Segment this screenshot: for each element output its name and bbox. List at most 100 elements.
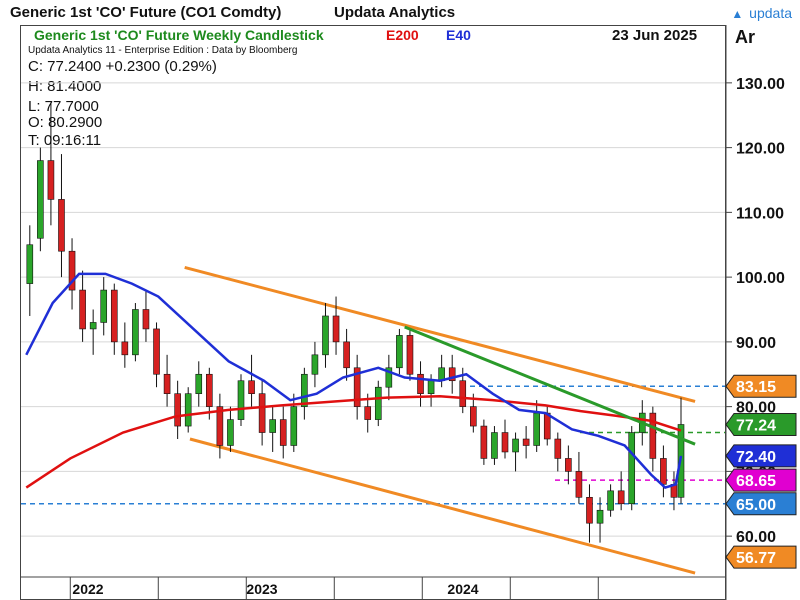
x-tick-label: 2023	[246, 581, 277, 597]
candle-body	[100, 289, 108, 323]
candle-body	[565, 458, 572, 472]
candle-body	[237, 380, 245, 420]
candle-body	[79, 289, 86, 330]
candle-body	[58, 199, 65, 252]
x-tick-label: 2022	[72, 581, 103, 597]
channel-bottom-line	[189, 437, 696, 575]
candle-body	[206, 373, 213, 407]
candle-body	[533, 412, 540, 446]
candle-body	[596, 509, 604, 524]
candle-body	[470, 406, 477, 427]
candle-body	[543, 412, 551, 440]
candle-body	[279, 419, 287, 446]
candle-body	[322, 315, 329, 356]
green-trendline	[404, 325, 696, 446]
candle-body	[459, 380, 467, 407]
instrument-title: Generic 1st 'CO' Future (CO1 Comdty)	[10, 4, 282, 21]
candle-body	[660, 458, 667, 485]
brand-logo[interactable]: ▲ updata	[731, 5, 792, 21]
chart-subtitle: Updata Analytics 11 - Enterprise Edition…	[28, 45, 298, 56]
ohlc-high: H: 81.4000	[28, 78, 102, 95]
candle-body	[258, 393, 266, 433]
y-tick-label: 120.00	[736, 141, 785, 158]
candle-body	[163, 373, 171, 394]
ohlc-open: O: 80.2900	[28, 114, 103, 131]
price-tag-label: 56.77	[736, 550, 776, 567]
y-tick-label: 60.00	[736, 529, 776, 546]
candle-body	[132, 309, 139, 356]
candle-body	[575, 471, 583, 498]
price-tag-label: 72.40	[736, 449, 776, 466]
x-tick-label: 2024	[447, 581, 478, 597]
axis-unit: Ar	[735, 27, 756, 47]
candle-body	[227, 419, 234, 446]
candle-body	[174, 393, 181, 427]
updata-logo-icon: ▲	[731, 7, 744, 21]
candle-body	[343, 341, 350, 369]
candle-body	[37, 160, 44, 239]
y-tick-label: 130.00	[736, 76, 785, 93]
candle-body	[26, 244, 34, 284]
candle-body	[269, 419, 276, 433]
candle-body	[353, 367, 361, 407]
chart-title: Generic 1st 'CO' Future Weekly Candlesti…	[34, 27, 324, 43]
top-bar: Generic 1st 'CO' Future (CO1 Comdty) Upd…	[0, 0, 800, 25]
candle-body	[396, 335, 403, 369]
y-tick-label: 80.00	[736, 400, 776, 417]
candle-body	[248, 380, 255, 394]
price-tag	[725, 492, 797, 516]
y-tick-label: 100.00	[736, 270, 785, 287]
candle-body	[121, 341, 129, 356]
ema40-line	[25, 272, 683, 489]
ohlc-low: L: 77.7000	[28, 98, 99, 115]
candle-body	[110, 289, 118, 343]
candle-body	[628, 432, 636, 505]
price-tag	[725, 374, 797, 398]
price-tag	[725, 444, 797, 468]
candle-body	[216, 406, 224, 446]
candle-body	[47, 160, 55, 200]
candle-body	[332, 315, 340, 343]
candle-body	[195, 373, 203, 394]
candle-body	[406, 335, 414, 375]
candle-body	[491, 432, 498, 459]
legend-e200: E200	[386, 27, 419, 43]
candle-body	[417, 373, 424, 394]
candle-body	[301, 373, 308, 407]
candle-body	[586, 496, 593, 524]
candle-body	[554, 438, 562, 459]
candle-body	[153, 328, 160, 375]
candle-body	[512, 438, 519, 453]
candle-body	[385, 367, 393, 388]
price-tag	[725, 413, 797, 437]
legend-e40: E40	[446, 27, 471, 43]
brand-label: updata	[749, 5, 792, 21]
candle-body	[89, 322, 97, 330]
candle-body	[290, 406, 298, 446]
ohlc-close: C: 77.2400 +0.2300 (0.29%)	[28, 58, 217, 75]
candle-body	[501, 432, 509, 453]
ema200-line	[25, 395, 682, 489]
candle-body	[364, 406, 372, 420]
price-tag-label: 68.65	[736, 473, 776, 490]
candle-body	[311, 354, 319, 375]
candle-body	[480, 425, 488, 459]
candle-body	[427, 380, 435, 394]
candle-body	[184, 393, 192, 427]
candle-body	[142, 309, 150, 330]
chart-date: 23 Jun 2025	[612, 27, 698, 44]
candle-body	[374, 386, 382, 420]
price-tag	[725, 468, 797, 492]
candle-body	[448, 367, 456, 382]
price-tag-label: 77.24	[736, 418, 776, 435]
y-tick-label: 90.00	[736, 335, 776, 352]
price-tag	[725, 545, 797, 569]
price-tag-label: 83.15	[736, 379, 776, 396]
channel-top-line	[184, 265, 696, 403]
price-tag-label: 65.00	[736, 497, 776, 514]
candle-body	[607, 490, 614, 511]
candle-body	[649, 412, 657, 459]
candle-body	[522, 438, 530, 446]
candle-body	[617, 490, 625, 505]
